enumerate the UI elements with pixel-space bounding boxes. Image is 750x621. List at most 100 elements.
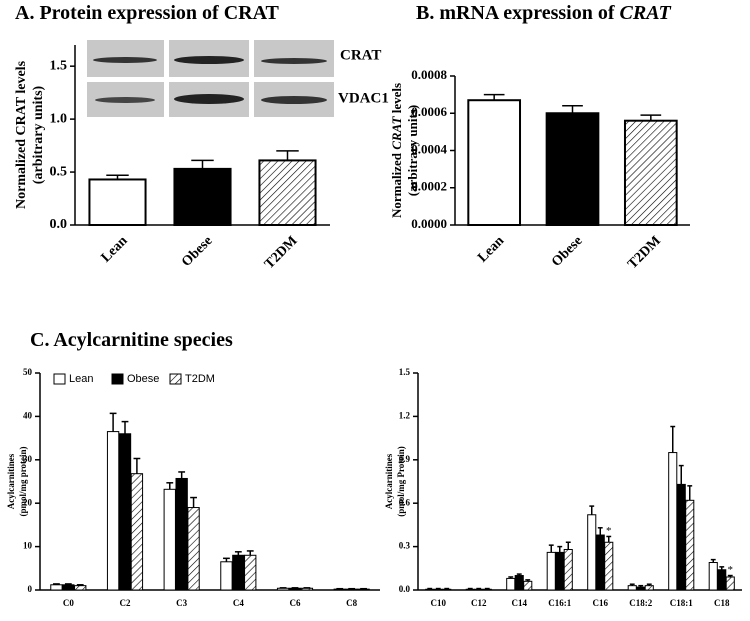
y-tick-label: 0.0000 [411,216,447,231]
bar [74,585,87,591]
y-axis-label-part: (arbitrary units) [31,85,46,184]
y-axis-label-part: levels [389,83,404,117]
y-tick-label: 0.6 [399,497,411,507]
y-tick-label: 20 [23,497,33,507]
bar [546,551,556,591]
bar [88,178,147,226]
significance-mark: * [728,564,734,576]
y-axis-label-part: CRAT [389,116,404,150]
bar [173,167,232,226]
x-tick-label: Obese [179,233,215,269]
bar [623,119,678,226]
y-axis-label-part: (pmol/mg protein) [18,446,28,516]
bar [425,588,435,591]
y-tick-label: 0.9 [399,454,411,464]
legend-label: Lean [69,373,93,385]
bar [106,431,120,591]
y-axis-label-part: (pmol/mg Protein) [396,446,406,517]
y-axis-label: (arbitrary units) [405,105,420,196]
y-axis-label: (pmol/mg Protein) [396,446,406,517]
bar [563,548,573,591]
bar [644,585,654,591]
x-tick-label: Lean [99,233,131,265]
x-tick-label: Obese [549,233,585,269]
y-axis-label-part: Normalized CRAT levels [14,60,29,209]
y-tick-label: 0.0006 [411,104,447,119]
y-tick-label: 50 [23,367,33,377]
bar [627,585,637,591]
chart-title-part: A. Protein expression of CRAT [15,2,280,24]
bar [258,159,317,226]
y-tick-label: 0.5 [50,164,68,179]
bar [555,551,565,591]
bar [467,99,522,226]
legend-label: T2DM [185,373,215,385]
significance-mark: * [606,525,612,537]
y-tick-label: 0.0 [399,584,411,594]
y-tick-label: 30 [23,454,33,464]
bar [118,433,132,591]
chart-title: C. Acylcarnitine species [30,329,233,351]
bar [474,588,484,591]
y-tick-label: 1.2 [399,410,411,420]
y-tick-label: 10 [23,541,33,551]
x-tick-label: C18 [714,598,730,608]
x-tick-label: T2DM [625,233,664,272]
bar [725,576,735,591]
legend-label: Obese [127,373,159,385]
y-axis-label-part: Acylcarnitines [384,453,394,509]
y-tick-label: 1.0 [50,111,68,126]
y-tick-label: 0.0 [50,217,68,232]
x-tick-label: C4 [233,598,244,608]
bar [232,554,245,591]
bar [62,584,75,591]
bar [545,112,600,226]
bar [163,488,176,591]
chart-title-part: B. mRNA expression of [416,2,620,24]
x-tick-label: C18:2 [629,598,652,608]
blot-label: VDAC1 [338,90,389,106]
y-tick-label: 0.0004 [411,141,447,156]
blot-label: CRAT [340,47,381,63]
western-blot [87,40,334,117]
bar [523,580,533,591]
bar [595,534,605,591]
bar [587,514,597,591]
x-tick-label: C0 [63,598,74,608]
y-axis-label-part: Normalized [389,150,404,218]
x-tick-label: C6 [290,598,301,608]
x-tick-label: C8 [346,598,357,608]
y-axis-label: (pmol/mg protein) [18,446,28,516]
y-axis-label-part: Acylcarnitines [6,453,16,509]
legend-swatch [111,373,124,385]
x-tick-label: Lean [475,233,507,265]
bar [676,483,686,591]
y-axis-label: Normalized CRAT levels [14,60,29,209]
x-tick-label: C2 [120,598,131,608]
legend-swatch [53,373,66,385]
bar [636,586,646,591]
y-axis-label: Acylcarnitines [384,453,394,509]
y-axis-label-part: (arbitrary units) [405,105,420,196]
chart-title-part: CRAT [620,2,672,24]
chart-title-part: C. Acylcarnitine species [30,329,233,351]
bar [244,554,257,591]
bar [668,452,678,591]
bar [187,507,200,591]
bar [465,588,475,591]
x-tick-label: C12 [471,598,487,608]
bar [717,569,727,591]
x-tick-label: C3 [176,598,187,608]
x-tick-label: C18:1 [670,598,693,608]
x-tick-label: C10 [431,598,447,608]
bar [482,588,492,591]
bar [506,577,516,591]
y-tick-label: 40 [23,410,33,420]
x-tick-label: C16:1 [548,598,571,608]
x-tick-label: T2DM [262,233,301,272]
x-tick-label: C16 [593,598,609,608]
legend-swatch [169,373,182,385]
x-tick-label: C14 [512,598,528,608]
bar [442,588,452,591]
